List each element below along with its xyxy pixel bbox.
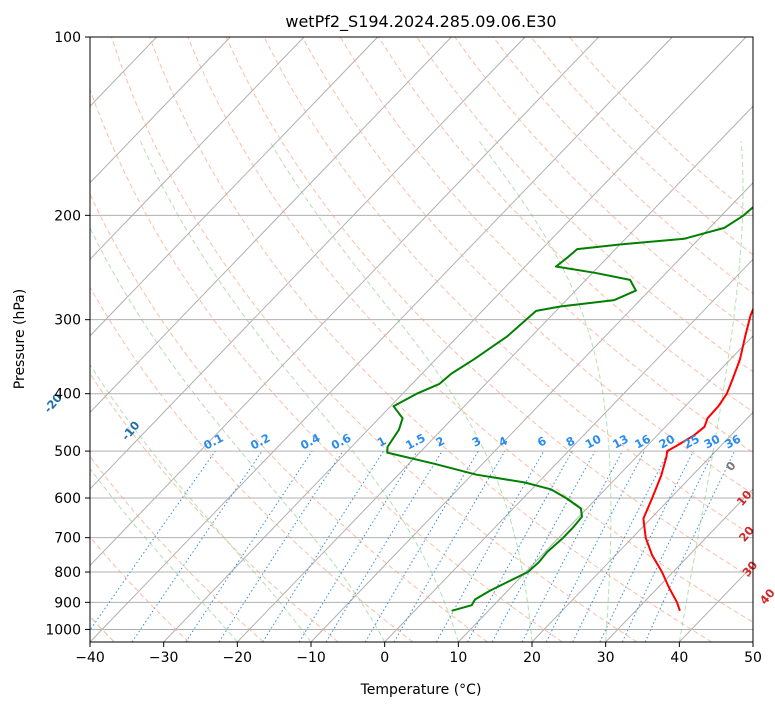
x-tick-label: −30 xyxy=(149,650,179,666)
y-tick-label: 400 xyxy=(54,387,81,403)
mixing-ratio-line xyxy=(572,450,670,642)
y-tick-label: 100 xyxy=(54,30,81,46)
y-axis-label: Pressure (hPa) xyxy=(12,289,28,389)
chart-title: wetPf2_S194.2024.285.09.06.E30 xyxy=(285,12,556,32)
isotherm-line xyxy=(236,105,753,642)
chart-grid xyxy=(90,37,753,642)
dry-adiabat-line xyxy=(111,37,638,642)
moist-adiabat-line xyxy=(140,141,459,642)
moist-adiabat-line xyxy=(478,141,612,642)
moist-adiabat-label: 40 xyxy=(757,586,775,607)
isotherm-line xyxy=(457,335,753,642)
mixing-ratio-label: 20 xyxy=(656,432,677,452)
x-axis-label: Temperature (°C) xyxy=(360,682,482,698)
dry-adiabat-line xyxy=(90,536,190,642)
dry-adiabat-line xyxy=(225,37,753,580)
mixing-ratio-line xyxy=(262,450,384,642)
mixing-ratio-line xyxy=(90,450,216,632)
mixing-ratio-line xyxy=(467,450,573,642)
y-tick-label: 600 xyxy=(54,491,81,507)
dry-adiabat-line xyxy=(90,87,563,642)
mixing-ratio-label: 36 xyxy=(722,432,743,452)
mixing-ratio-label: 25 xyxy=(681,432,702,452)
moist-adiabats xyxy=(90,141,744,642)
sounding-series xyxy=(386,205,753,612)
dry-adiabat-line xyxy=(90,286,414,642)
x-tick-label: −40 xyxy=(75,650,105,666)
mixing-ratio-line xyxy=(325,450,443,642)
isotherm-line xyxy=(90,37,305,261)
moist-adiabat-line xyxy=(90,467,238,642)
isotherm-line xyxy=(605,488,753,642)
isotherm-line xyxy=(90,37,526,490)
x-tick-label: 20 xyxy=(523,650,541,666)
x-tick-label: 30 xyxy=(597,650,615,666)
y-tick-label: 300 xyxy=(54,313,81,329)
x-tick-label: 10 xyxy=(449,650,467,666)
isotherm-line xyxy=(90,37,452,414)
x-axis-ticks: −40 −30 −20 −10 0 10 20 30 40 50 xyxy=(75,642,762,666)
dry-adiabat-line xyxy=(187,37,753,623)
isotherm-line xyxy=(531,411,753,642)
dry-adiabat-line xyxy=(339,37,753,454)
dry-adiabat-line xyxy=(90,193,488,642)
moist-adiabat-line xyxy=(678,141,744,642)
y-axis-ticks: 100 200 300 400 500 600 700 800 900 1000 xyxy=(45,30,90,638)
dry-adiabat-line xyxy=(149,37,712,642)
dry-adiabat-line xyxy=(416,37,753,373)
y-tick-label: 500 xyxy=(54,444,81,460)
series-line-dewpoint xyxy=(386,205,753,612)
moist-adiabat-line xyxy=(269,141,533,642)
y-tick-label: 200 xyxy=(54,208,81,224)
moist-adiabat-line xyxy=(90,226,386,642)
isotherm-line xyxy=(384,258,753,642)
isotherm-line xyxy=(163,37,747,642)
mixing-ratio-line xyxy=(599,450,694,642)
x-tick-label: −20 xyxy=(223,650,253,666)
mixing-ratio-lines xyxy=(90,450,736,642)
mixing-ratio-line xyxy=(218,450,344,642)
dry-adiabat-line xyxy=(90,372,339,642)
y-tick-label: 1000 xyxy=(45,622,81,638)
mixing-ratio-label: 13 xyxy=(610,432,631,452)
x-tick-label: 0 xyxy=(380,650,389,666)
mixing-ratio-label: 16 xyxy=(632,432,653,452)
plot-frame xyxy=(89,36,754,643)
dry-adiabats xyxy=(90,37,753,642)
x-tick-label: 50 xyxy=(744,650,762,666)
dry-adiabat-line xyxy=(454,37,753,334)
moist-adiabat-line xyxy=(90,363,312,642)
x-tick-label: −10 xyxy=(296,650,326,666)
dry-adiabat-line xyxy=(263,37,753,537)
series-line-temperature xyxy=(642,306,753,612)
y-tick-label: 800 xyxy=(54,565,81,581)
mixing-ratio-line xyxy=(131,450,263,642)
mixing-ratio-line xyxy=(435,450,545,642)
x-tick-label: 40 xyxy=(670,650,688,666)
isotherm-line xyxy=(90,37,379,337)
isotherm-line xyxy=(90,37,600,567)
y-tick-label: 900 xyxy=(54,595,81,611)
mixing-ratio-label: 30 xyxy=(702,432,723,452)
mixing-ratio-label: 10 xyxy=(583,432,604,452)
mixing-ratio-line xyxy=(491,450,596,642)
mixing-ratio-line xyxy=(298,450,418,642)
mixing-ratio-line xyxy=(185,450,313,642)
y-tick-label: 700 xyxy=(54,531,81,547)
isotherm-line xyxy=(90,37,231,184)
isotherm-line xyxy=(90,37,673,642)
